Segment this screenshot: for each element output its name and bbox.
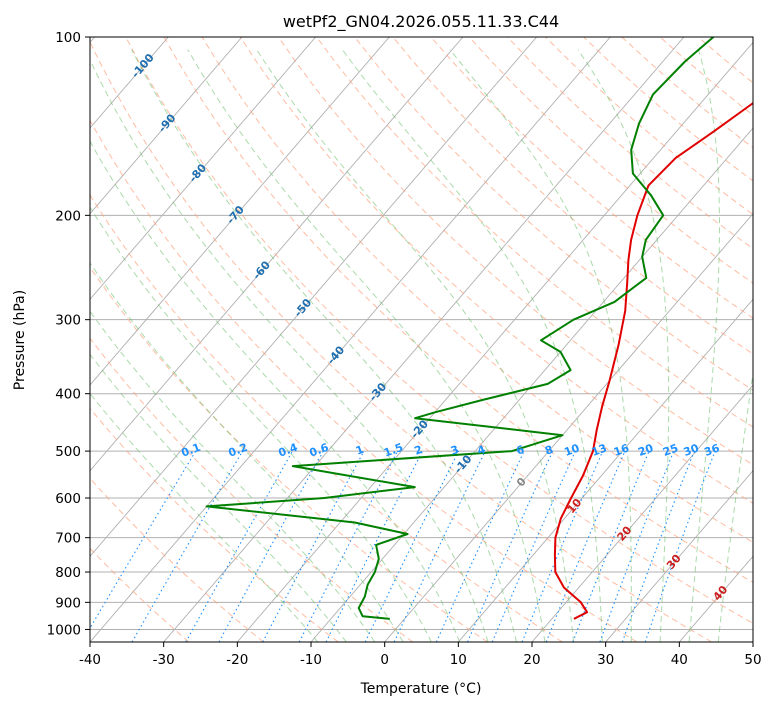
moist-adiabat (90, 206, 432, 642)
dry-adiabat (316, 37, 753, 428)
mixing-ratio-line (599, 450, 675, 642)
isotherm-line (236, 41, 753, 642)
dry-adiabat (163, 37, 753, 583)
isotherm-line (457, 298, 753, 642)
isotherm-line (310, 127, 753, 642)
plot-frame (89, 36, 754, 643)
isotherm-line (384, 213, 753, 642)
mixing-ratio-line (393, 450, 486, 642)
y-tick-label: 200 (55, 208, 81, 224)
y-tick-label: 400 (55, 387, 81, 403)
mixing-ratio-label: 3 (449, 443, 461, 458)
isotherm-line (90, 37, 537, 558)
dry-adiabat (90, 547, 190, 642)
mixing-ratio-label: 0.6 (308, 441, 331, 460)
moist-adiabat (449, 49, 632, 642)
dewpoint-profile-line (205, 37, 715, 620)
profile-lines (205, 37, 753, 620)
isotherm-line (90, 37, 390, 386)
mixing-ratio-line (90, 450, 197, 630)
mixing-ratio-label: 36 (703, 441, 722, 459)
x-tick-label: 30 (597, 652, 614, 668)
mixing-ratio-label: 0.2 (227, 441, 250, 460)
mixing-ratio-line (364, 450, 460, 642)
dry-adiabat (90, 194, 563, 642)
isotherm-line (531, 384, 753, 642)
mixing-ratio-label: 8 (543, 443, 555, 458)
mixing-ratio-label: 6 (515, 443, 527, 458)
x-tick-label: 10 (450, 652, 467, 668)
x-tick-label: -30 (153, 652, 175, 668)
mixing-ratio-label: 13 (590, 442, 609, 459)
mixing-ratio-label: 1 (354, 443, 366, 458)
x-tick-label: 40 (671, 652, 688, 668)
y-tick-label: 100 (55, 30, 81, 46)
mixing-ratio-label: 10 (562, 441, 581, 459)
moist-adiabat (688, 49, 720, 642)
y-tick-label: 500 (55, 444, 81, 460)
isotherm-line (163, 37, 685, 642)
x-tick-label: -40 (79, 652, 101, 668)
x-axis-label: Temperature (°C) (360, 681, 482, 697)
mixing-ratio-label: 20 (636, 441, 655, 459)
mixing-ratio-label: 0.1 (180, 441, 203, 460)
dry-adiabat (430, 37, 753, 319)
moist-adiabat (90, 392, 319, 642)
dry-adiabat (125, 37, 753, 624)
dry-adiabat (90, 266, 488, 642)
moist-adiabat (256, 49, 575, 642)
mixing-ratio-line (131, 450, 244, 642)
moist-adiabat (187, 49, 546, 642)
chart-title: wetPf2_GN04.2026.055.11.33.C44 (283, 12, 559, 32)
y-tick-label: 300 (55, 313, 81, 329)
dry-adiabat (90, 407, 339, 642)
y-tick-label: 600 (55, 491, 81, 507)
isotherm-line (605, 469, 753, 642)
moist-adiabat (131, 49, 517, 642)
mixing-ratio-line (262, 450, 365, 642)
moist-adiabat (90, 262, 404, 642)
isotherm-line (90, 37, 464, 472)
axis-ticks: -40 -30 -20 -10 0 10 20 30 40 5010020030040050060… (47, 30, 762, 668)
mixing-ratio-label: 2 (413, 443, 425, 458)
mixing-ratio-line (572, 450, 650, 642)
moist-adiabat (90, 140, 461, 642)
temperature-profile-line (553, 101, 753, 620)
dry-adiabat (90, 40, 712, 642)
x-tick-label: 50 (744, 652, 761, 668)
x-tick-label: 20 (523, 652, 540, 668)
y-tick-label: 1000 (47, 622, 81, 638)
mixing-ratio-label: 16 (612, 441, 631, 459)
y-axis-label: Pressure (hPa) (12, 290, 28, 390)
y-tick-label: 800 (55, 565, 81, 581)
x-tick-label: 0 (380, 652, 389, 668)
mixing-ratio-label: 0.4 (277, 441, 300, 460)
moist-adiabat (717, 370, 753, 642)
x-tick-label: -20 (226, 652, 248, 668)
moist-adiabat (341, 49, 603, 642)
mixing-ratio-label: 1.5 (382, 441, 405, 460)
dry-adiabat (90, 337, 414, 642)
mixing-ratio-label: 4 (476, 443, 488, 458)
mixing-ratio-label: 30 (682, 441, 701, 459)
mixing-ratio-line (435, 450, 525, 642)
moist-adiabat (577, 49, 670, 642)
mixing-ratio-label: 25 (661, 442, 680, 459)
isotherm-line (90, 37, 243, 215)
dry-adiabat (239, 37, 753, 504)
isotherm-line (90, 37, 316, 301)
dry-adiabat (392, 37, 753, 355)
x-tick-label: -10 (300, 652, 322, 668)
y-tick-label: 900 (55, 595, 81, 611)
y-tick-label: 700 (55, 531, 81, 547)
isotherm-line (90, 37, 611, 642)
dry-adiabat (201, 37, 753, 543)
dry-adiabat (354, 37, 753, 391)
dry-adiabat (90, 477, 264, 642)
